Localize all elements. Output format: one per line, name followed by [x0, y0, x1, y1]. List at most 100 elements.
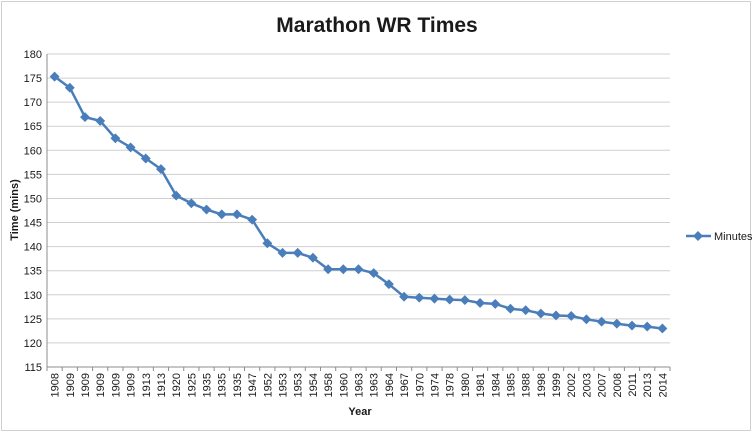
- data-point: [125, 142, 136, 153]
- x-tick-label: 1913: [156, 373, 168, 397]
- x-tick-label: 1985: [505, 373, 517, 397]
- data-point: [566, 311, 577, 321]
- data-point: [80, 112, 90, 123]
- data-point: [95, 115, 106, 126]
- data-point: [642, 321, 653, 332]
- x-tick-label: 2011: [627, 373, 639, 397]
- x-tick-label: 1935: [232, 373, 244, 397]
- data-point: [459, 295, 470, 306]
- data-point: [368, 268, 379, 279]
- y-tick-label: 175: [24, 73, 42, 85]
- x-tick-label: 1963: [354, 373, 366, 397]
- x-tick-label: 1953: [293, 373, 305, 397]
- x-axis-title: Year: [348, 406, 372, 418]
- y-tick-label: 115: [24, 362, 42, 374]
- x-tick-label: 1935: [217, 373, 229, 397]
- x-tick-label: 2014: [657, 373, 669, 397]
- data-point: [156, 164, 166, 175]
- y-tick-label: 120: [24, 338, 42, 350]
- x-tick-label: 2002: [566, 373, 578, 397]
- data-point: [551, 310, 561, 321]
- x-tick-label: 1920: [171, 373, 183, 397]
- x-tick-label: 1909: [65, 373, 77, 397]
- y-tick-label: 180: [24, 49, 42, 61]
- x-tick-label: 1952: [262, 373, 274, 397]
- x-tick-label: 1909: [126, 373, 138, 397]
- x-tick-label: 1960: [338, 373, 350, 397]
- x-tick-label: 1909: [110, 373, 122, 397]
- data-point: [140, 153, 151, 164]
- data-point: [277, 247, 288, 258]
- data-point: [262, 238, 273, 249]
- data-point: [49, 71, 60, 82]
- x-tick-label: 1964: [384, 373, 396, 397]
- chart-title: Marathon WR Times: [276, 14, 477, 37]
- data-point: [505, 303, 516, 314]
- x-tick-label: 1999: [551, 373, 563, 397]
- y-tick-label: 150: [24, 193, 42, 205]
- x-tick-label: 1909: [80, 373, 92, 397]
- gridlines: [46, 53, 670, 368]
- x-tick-label: 1908: [50, 373, 62, 397]
- y-tick-label: 135: [24, 266, 42, 278]
- data-point: [201, 204, 212, 215]
- data-point: [231, 209, 242, 220]
- y-axis-ticks: 115 120 125 130 135 140 145 150 155 160 165 170 175 1…: [24, 49, 42, 374]
- x-tick-label: 1958: [323, 373, 335, 397]
- data-point: [414, 292, 425, 303]
- data-point: [247, 214, 258, 225]
- x-tick-label: 1988: [521, 373, 533, 397]
- series-line: [53, 75, 663, 330]
- data-point: [171, 190, 182, 201]
- x-tick-label: 2003: [581, 373, 593, 397]
- x-tick-label: 1963: [369, 373, 381, 397]
- y-tick-label: 125: [24, 314, 42, 326]
- y-tick-label: 145: [24, 218, 42, 230]
- y-tick-label: 170: [24, 97, 42, 109]
- y-tick-label: 155: [24, 169, 42, 181]
- x-tick-label: 1984: [490, 373, 502, 397]
- data-point: [581, 314, 592, 325]
- data-point: [383, 279, 394, 290]
- data-point: [429, 293, 440, 304]
- data-point: [110, 133, 121, 144]
- data-point: [292, 247, 303, 258]
- data-point: [353, 264, 364, 275]
- legend: Minutes: [686, 231, 752, 243]
- x-axis-ticks: 1908 1909 1909 1909 1909 1909 1913 1913 1920 1925…: [46, 367, 671, 397]
- x-tick-label: 2013: [642, 373, 654, 397]
- data-point: [611, 318, 622, 329]
- x-tick-label: 1974: [429, 373, 441, 397]
- y-tick-label: 160: [24, 145, 42, 157]
- x-tick-label: 1909: [95, 373, 107, 397]
- x-tick-label: 1913: [141, 373, 153, 397]
- data-point: [627, 320, 637, 331]
- data-point: [490, 298, 501, 309]
- x-tick-label: 1978: [445, 373, 457, 397]
- x-tick-label: 1947: [247, 373, 259, 397]
- data-point: [216, 209, 227, 220]
- x-tick-label: 1953: [278, 373, 290, 397]
- data-point: [323, 264, 334, 275]
- x-tick-label: 2007: [597, 373, 609, 397]
- x-tick-label: 1967: [399, 373, 411, 397]
- y-axis-title: Time (mins): [9, 179, 21, 241]
- x-tick-label: 1954: [308, 373, 320, 397]
- data-point: [657, 323, 668, 334]
- data-point: [399, 291, 410, 302]
- data-point: [596, 316, 607, 327]
- data-point: [535, 308, 546, 319]
- y-tick-label: 140: [24, 242, 42, 254]
- x-tick-label: 1935: [202, 373, 214, 397]
- legend-label-minutes: Minutes: [714, 231, 752, 243]
- y-tick-label: 165: [24, 121, 42, 133]
- data-point: [444, 294, 455, 305]
- y-tick-label: 130: [24, 290, 42, 302]
- data-point: [186, 198, 197, 209]
- data-point: [64, 82, 75, 93]
- x-tick-label: 1925: [186, 373, 198, 397]
- data-point: [307, 252, 318, 263]
- data-point: [338, 264, 349, 275]
